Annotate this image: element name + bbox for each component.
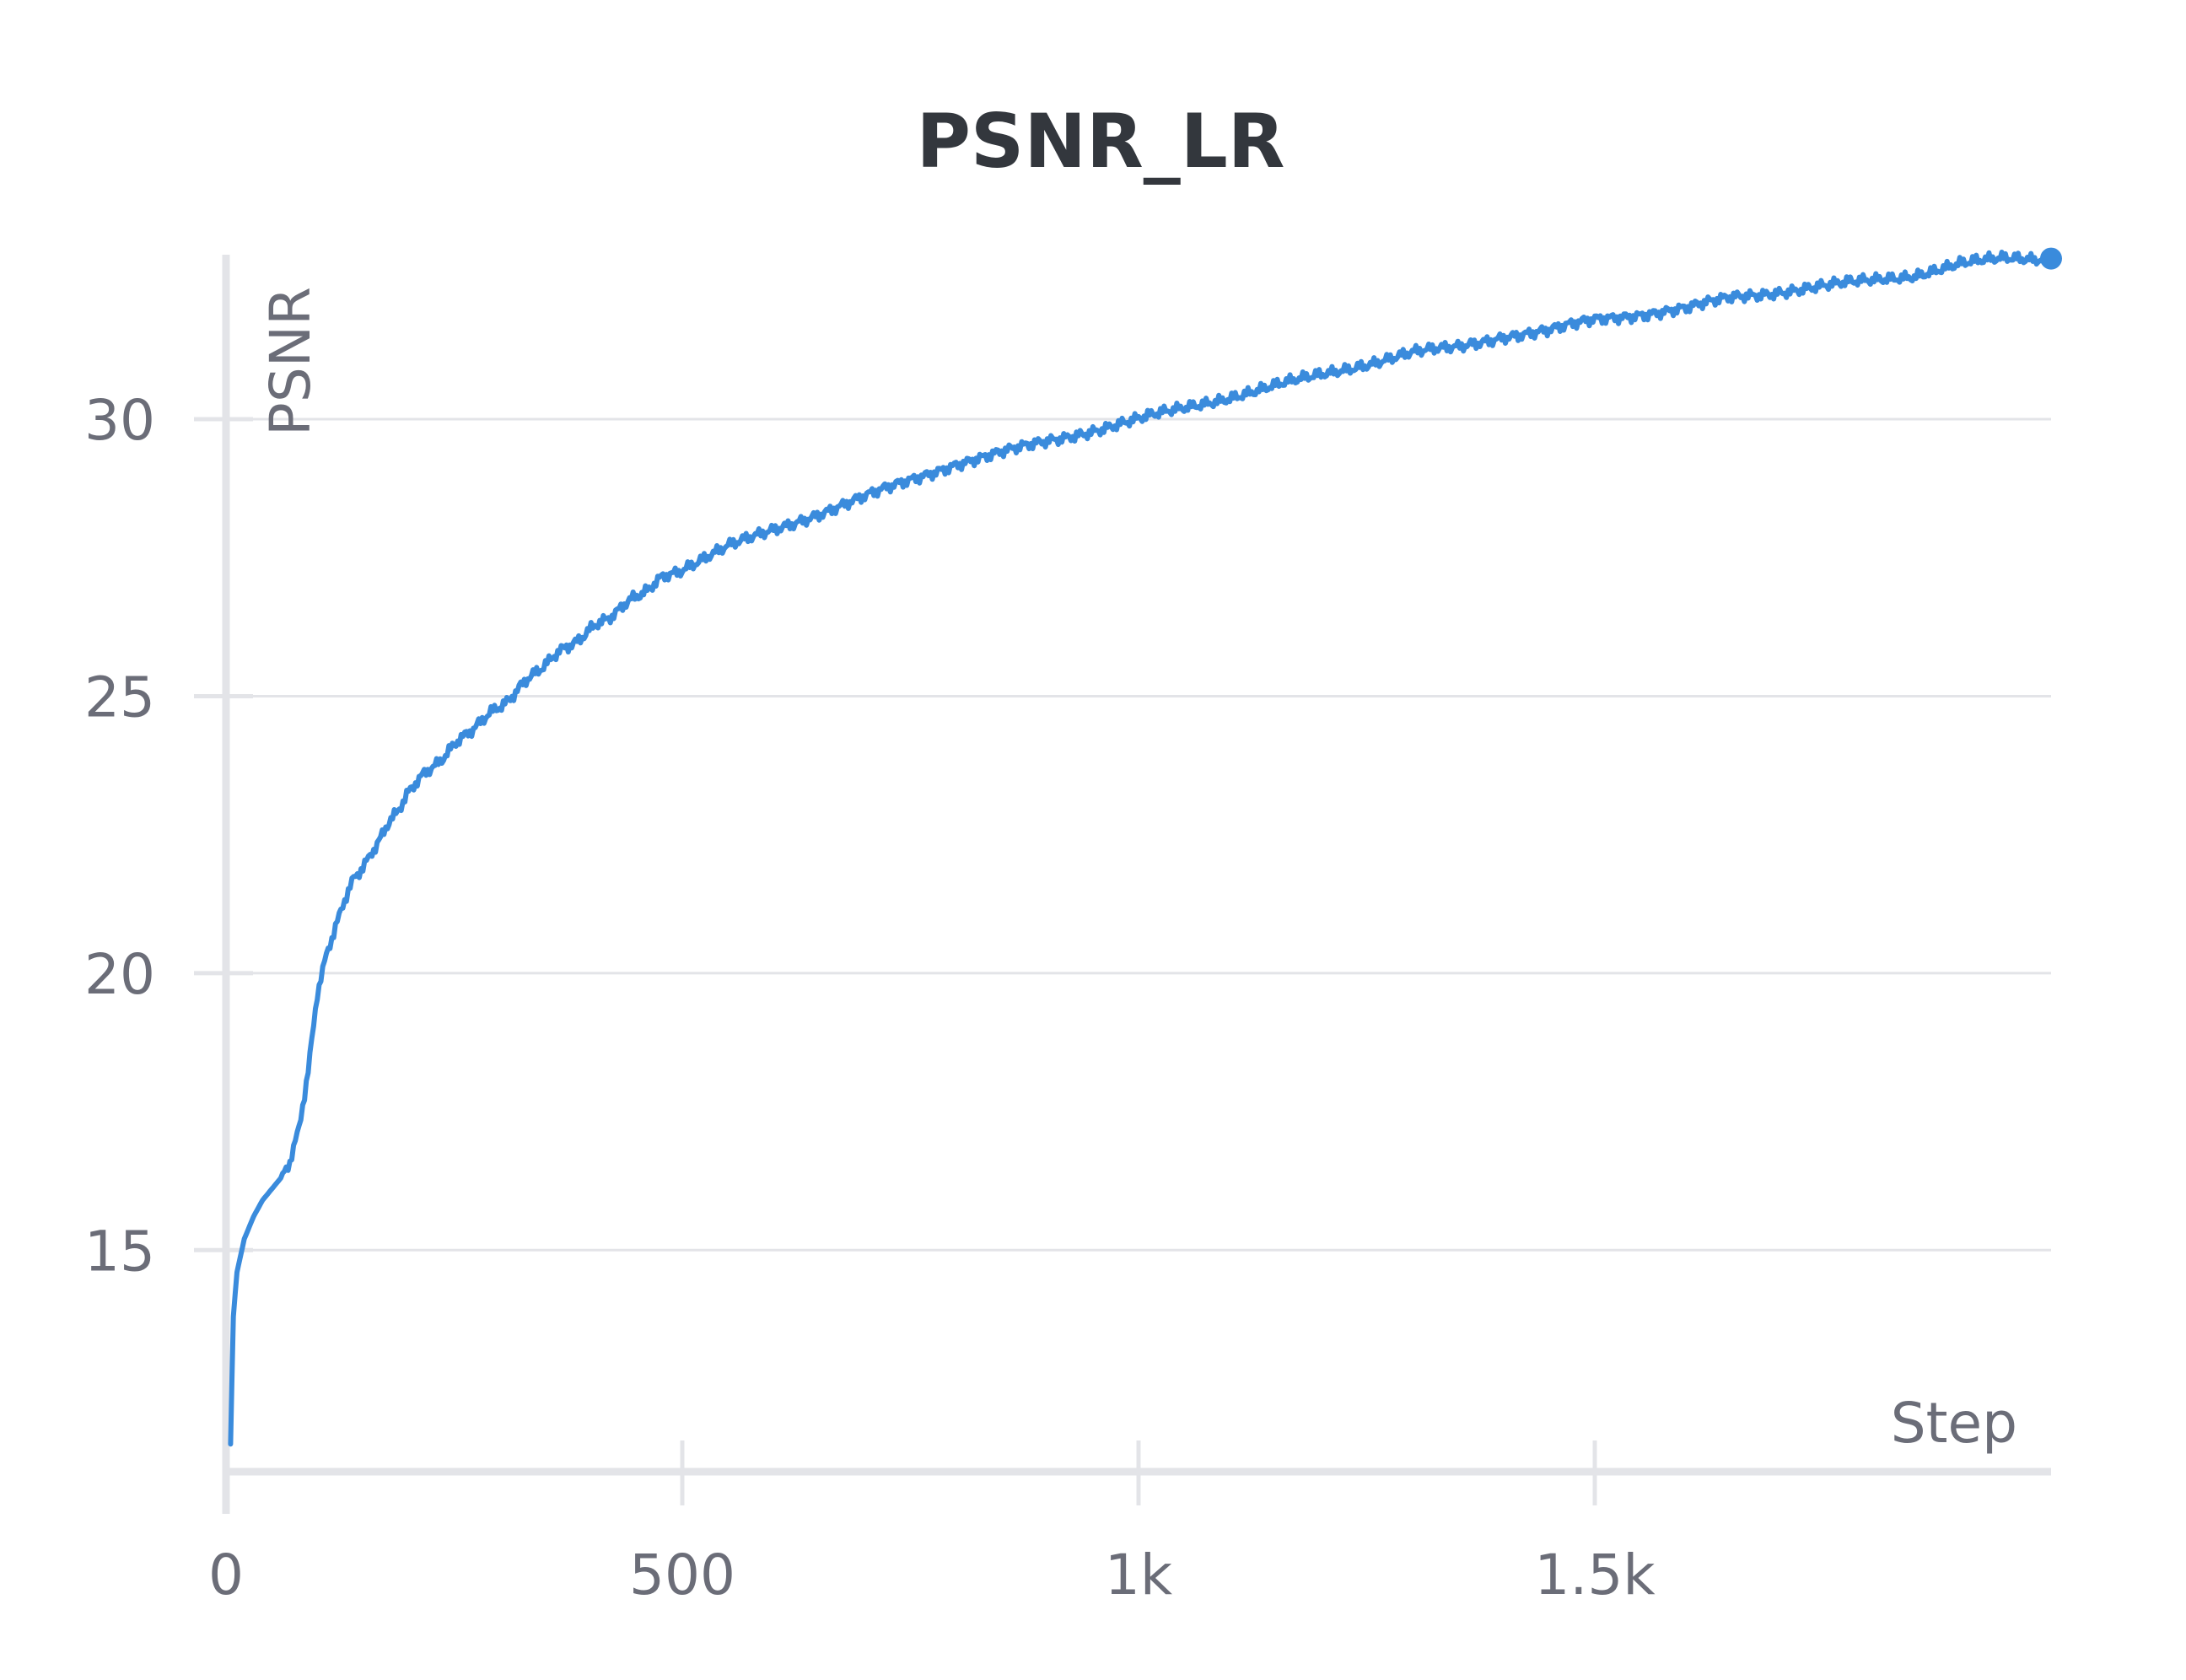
chart-title: PSNR_LR — [916, 98, 1284, 185]
x-axis-label: Step — [1891, 1391, 2017, 1456]
x-tick-label: 1k — [1105, 1543, 1173, 1607]
x-tick-label: 500 — [629, 1543, 735, 1607]
x-tick-label: 1.5k — [1534, 1543, 1656, 1607]
y-tick-label: 15 — [84, 1219, 155, 1284]
y-tick-label: 30 — [84, 388, 155, 453]
tick-labels: 15 20 25 30 0 500 1k 1.5k — [84, 388, 1656, 1607]
series-end-point — [2040, 247, 2062, 270]
series-line — [228, 250, 2054, 1447]
y-tick-label: 20 — [84, 942, 155, 1007]
axes — [194, 255, 2051, 1514]
series-layer — [228, 247, 2062, 1447]
x-tick-label: 0 — [208, 1543, 244, 1607]
y-axis-label: PSNR — [258, 287, 323, 436]
y-tick-label: 25 — [84, 665, 155, 730]
grid-lines — [226, 417, 2051, 1252]
